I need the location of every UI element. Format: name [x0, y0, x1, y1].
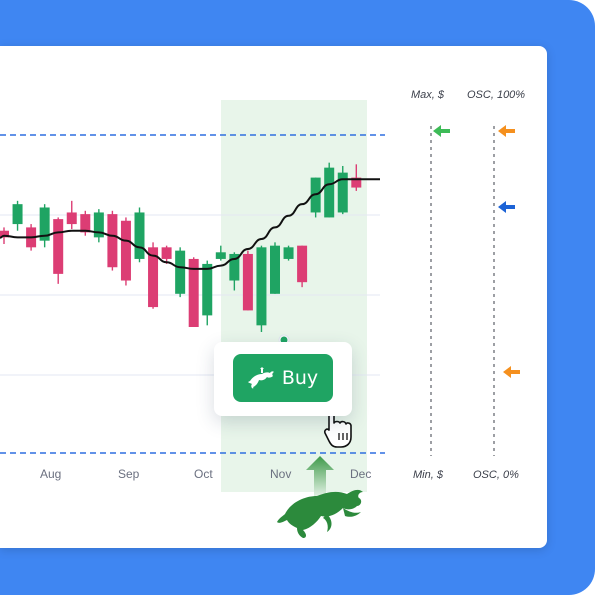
up-arrow-icon [306, 456, 334, 498]
signal-dot [280, 336, 288, 344]
buy-button-label: Buy [281, 367, 319, 389]
candle-up [39, 207, 50, 241]
arrow-left-icon [503, 366, 520, 378]
candle-up [202, 263, 213, 316]
candle-down [351, 177, 362, 188]
osc-max-label: OSC, 100% [467, 89, 526, 101]
candle-down [0, 230, 9, 238]
moving-average-line [0, 178, 380, 270]
price-max-label: Max, $ [411, 89, 445, 101]
candle-up [229, 253, 240, 281]
candles-group [0, 162, 362, 332]
candle-down [80, 214, 91, 233]
candle-up [215, 252, 226, 259]
candle-down [107, 214, 118, 268]
candle-down [120, 220, 131, 281]
bull-icon [277, 489, 363, 538]
hand-cursor-icon [324, 410, 352, 448]
x-tick-oct: Oct [194, 467, 213, 481]
candle-down [53, 219, 64, 274]
buy-button[interactable]: Buy [233, 354, 333, 402]
x-tick-dec: Dec [350, 467, 372, 481]
arrow-left-icon [433, 125, 450, 137]
candle-up [93, 212, 104, 238]
candle-down [148, 247, 159, 308]
candle-up [256, 247, 267, 326]
x-tick-sep: Sep [118, 467, 140, 481]
candle-up [337, 172, 348, 213]
candle-down [242, 253, 253, 311]
candle-down [66, 212, 77, 225]
bull-icon [247, 367, 274, 389]
arrow-left-icon [498, 201, 515, 213]
candle-down [188, 258, 199, 327]
buy-popup: Buy [214, 342, 352, 416]
candlestick-chart [0, 100, 520, 538]
candle-up [283, 247, 294, 259]
arrow-left-icon [498, 125, 515, 137]
price-min-label: Min, $ [413, 469, 443, 481]
candle-up [12, 204, 23, 225]
candle-up [175, 250, 186, 294]
candle-up [270, 245, 280, 294]
candle-up [324, 167, 335, 218]
osc-min-label: OSC, 0% [473, 469, 519, 481]
candle-down [161, 247, 172, 259]
candle-up [134, 212, 145, 259]
x-tick-nov: Nov [270, 467, 292, 481]
candle-down [297, 245, 308, 283]
x-tick-aug: Aug [40, 467, 62, 481]
chart-card: Aug Sep Oct Nov Dec Max, $ OSC, 100% Min… [0, 46, 547, 548]
